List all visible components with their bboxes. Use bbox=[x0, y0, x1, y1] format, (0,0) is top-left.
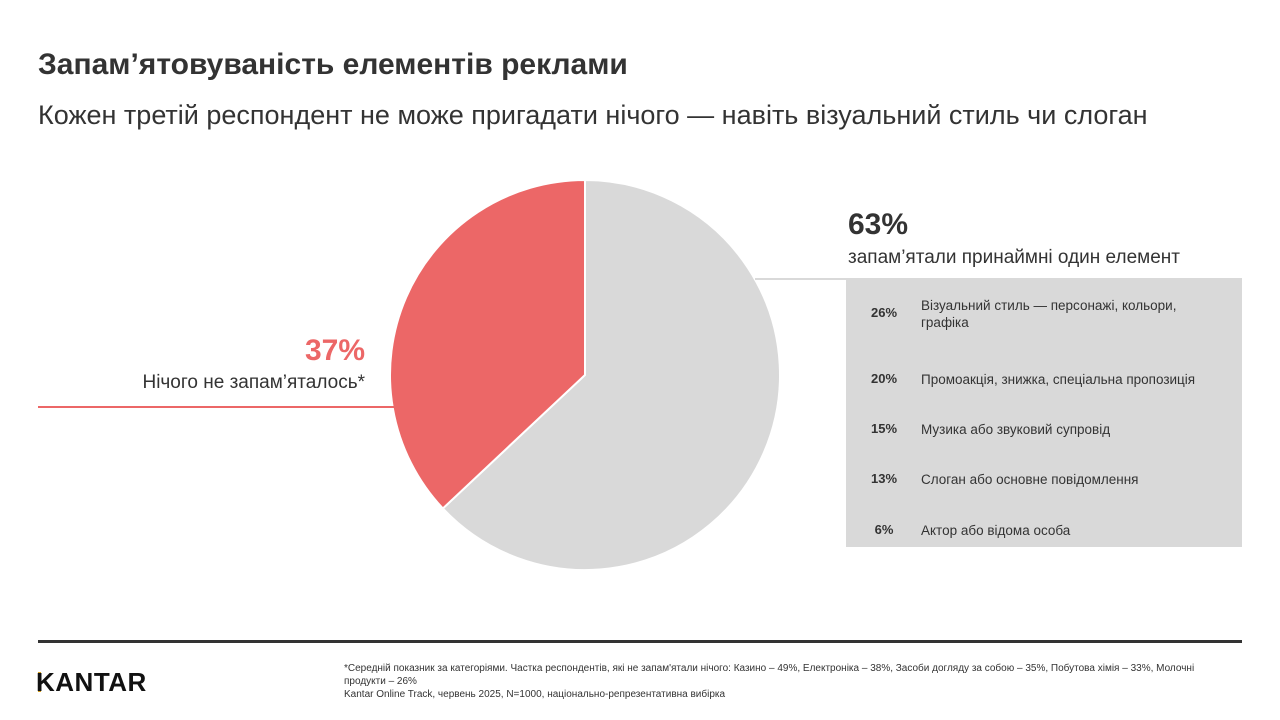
breakdown-value: 13% bbox=[870, 471, 898, 486]
breakdown-label: Промоакція, знижка, спеціальна пропозиці… bbox=[921, 372, 1196, 387]
footnote-note: *Середній показник за категоріями. Частк… bbox=[344, 663, 1195, 687]
footer-divider bbox=[38, 640, 1242, 643]
footnote-source: Kantar Online Track, червень 2025, N=100… bbox=[344, 689, 726, 700]
breakdown-label: Актор або відома особа bbox=[921, 523, 1071, 538]
breakdown-label: Візуальний стиль — персонажі, кольори, г… bbox=[921, 298, 1177, 330]
breakdown-value: 6% bbox=[874, 522, 894, 537]
breakdown-value: 15% bbox=[870, 421, 898, 436]
pie-slice-nothing bbox=[389, 178, 586, 510]
logo-accent-bar bbox=[38, 672, 41, 692]
value-label-remembered: 63% bbox=[848, 208, 909, 241]
breakdown-label: Музика або звуковий супровід bbox=[921, 422, 1111, 437]
breakdown-panel: 26% Візуальний стиль — персонажі, кольори… bbox=[846, 280, 1242, 547]
footnote: *Середній показник за категоріями. Частк… bbox=[344, 662, 1234, 701]
slice-label-nothing: Нічого не запам’яталось* bbox=[142, 372, 365, 393]
page-subtitle: Кожен третій респондент не може пригадат… bbox=[38, 100, 1148, 130]
kantar-logo: KANTAR bbox=[36, 667, 147, 698]
logo-text: KANTAR bbox=[36, 667, 147, 697]
page-title: Запам’ятовуваність елементів реклами bbox=[38, 48, 628, 81]
slice-label-remembered: запам’ятали принаймні один елемент bbox=[848, 247, 1180, 268]
breakdown-value: 20% bbox=[870, 371, 898, 386]
pie-slice-remembered bbox=[441, 178, 781, 571]
breakdown-label: Слоган або основне повідомлення bbox=[921, 472, 1139, 487]
value-label-nothing: 37% bbox=[304, 334, 365, 367]
breakdown-value: 26% bbox=[870, 305, 898, 320]
